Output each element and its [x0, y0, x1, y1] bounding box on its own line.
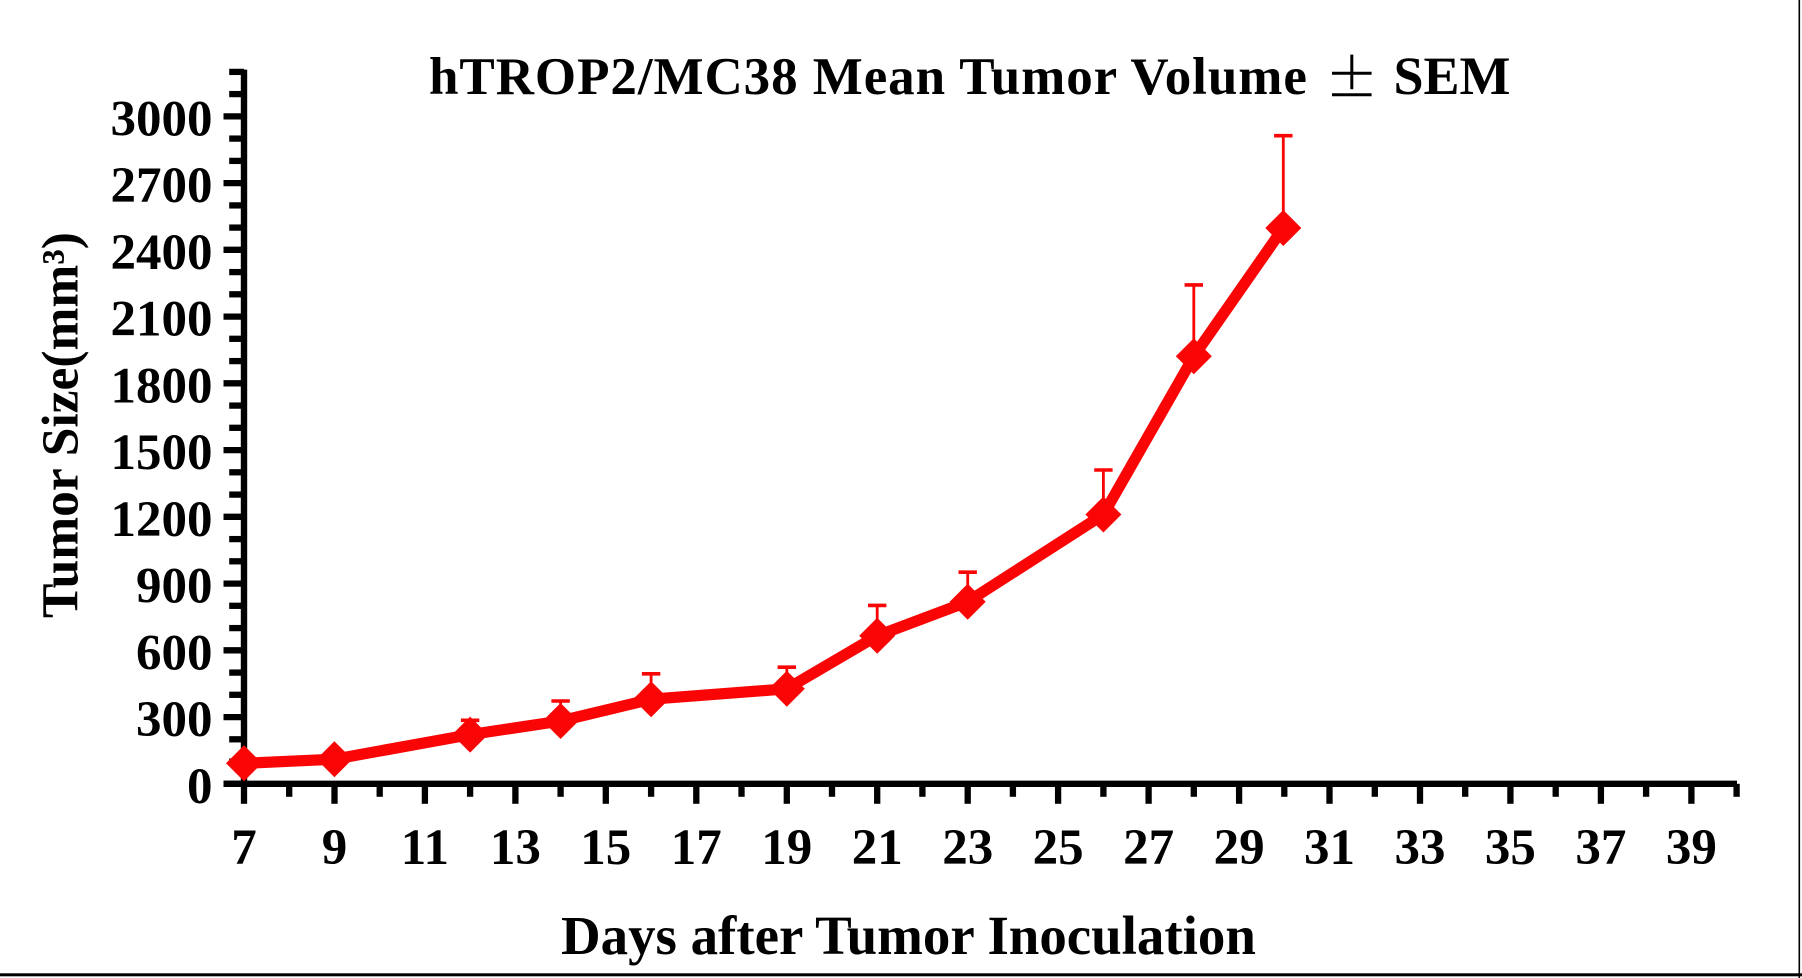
svg-text:19: 19	[761, 820, 812, 876]
svg-text:9: 9	[322, 820, 348, 876]
svg-text:29: 29	[1214, 820, 1265, 876]
svg-text:Days after Tumor Inoculation: Days after Tumor Inoculation	[561, 905, 1256, 966]
svg-text:11: 11	[401, 820, 449, 876]
svg-text:23: 23	[942, 820, 993, 876]
svg-text:7: 7	[231, 820, 257, 876]
svg-text:31: 31	[1304, 820, 1355, 876]
svg-text:3000: 3000	[111, 91, 213, 147]
svg-text:39: 39	[1666, 820, 1717, 876]
svg-text:21: 21	[852, 820, 903, 876]
svg-text:SEM: SEM	[1394, 46, 1511, 106]
svg-text:Tumor Size(mm³): Tumor Size(mm³)	[32, 232, 89, 618]
svg-text:2100: 2100	[111, 292, 213, 348]
svg-text:300: 300	[136, 692, 213, 748]
svg-text:1800: 1800	[111, 358, 213, 414]
svg-text:0: 0	[187, 759, 213, 815]
svg-text:2700: 2700	[111, 158, 213, 214]
svg-text:37: 37	[1575, 820, 1626, 876]
svg-text:33: 33	[1395, 820, 1446, 876]
svg-text:900: 900	[136, 559, 213, 615]
svg-text:35: 35	[1485, 820, 1536, 876]
svg-text:27: 27	[1123, 820, 1174, 876]
svg-text:hTROP2/MC38 Mean Tumor Volume: hTROP2/MC38 Mean Tumor Volume	[429, 48, 1308, 106]
svg-text:1500: 1500	[111, 425, 213, 481]
svg-text:17: 17	[671, 820, 722, 876]
svg-text:15: 15	[580, 820, 631, 876]
svg-text:13: 13	[490, 820, 541, 876]
svg-text:600: 600	[136, 625, 213, 681]
svg-text:25: 25	[1033, 820, 1084, 876]
svg-text:2400: 2400	[111, 225, 213, 281]
svg-text:1200: 1200	[111, 492, 213, 548]
